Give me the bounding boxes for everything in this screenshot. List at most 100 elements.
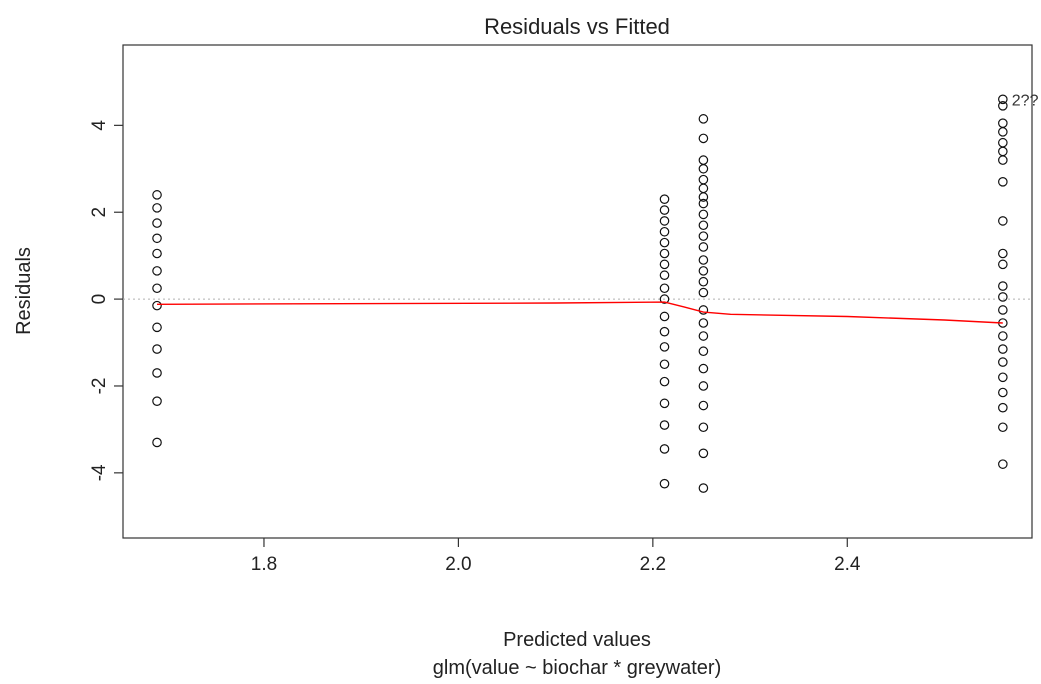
data-point [152, 218, 162, 228]
x-tick-label: 1.8 [251, 554, 277, 575]
data-point [659, 283, 670, 294]
data-point [659, 216, 670, 226]
data-point [152, 233, 162, 244]
data-point [659, 270, 670, 281]
data-point [998, 387, 1008, 398]
data-point [659, 376, 670, 387]
data-point [998, 118, 1008, 128]
data-point [659, 194, 670, 204]
data-point [659, 311, 670, 322]
data-point [659, 444, 670, 454]
data-point [698, 346, 709, 357]
data-point [698, 483, 709, 493]
data-point [998, 292, 1008, 302]
y-axis: -4 -2 0 2 4 [89, 120, 123, 481]
data-point [698, 266, 709, 276]
data-point [152, 322, 162, 333]
data-point [998, 146, 1008, 157]
data-point [998, 331, 1008, 341]
y-tick-label: -4 [89, 464, 110, 481]
x-tick-label: 2.4 [834, 554, 861, 575]
x-axis-sublabel: glm(value ~ biochar * greywater) [433, 657, 721, 679]
smooth-line [156, 301, 1003, 324]
data-point [698, 242, 709, 252]
chart-title: Residuals vs Fitted [484, 14, 670, 39]
data-point [698, 133, 709, 144]
data-point [698, 318, 709, 328]
x-tick-label: 2.2 [640, 554, 666, 575]
data-point [698, 276, 709, 287]
data-point [659, 259, 670, 270]
data-point [698, 363, 709, 374]
data-point [659, 420, 670, 430]
data-point [998, 101, 1008, 111]
data-point [998, 344, 1008, 354]
data-point [152, 368, 162, 378]
data-point [659, 226, 670, 237]
data-point [998, 94, 1008, 105]
data-point [152, 283, 162, 294]
data-point [152, 300, 162, 311]
data-point [659, 294, 670, 304]
data-point [998, 281, 1008, 291]
y-tick-label: 0 [89, 294, 110, 305]
data-point [698, 422, 709, 433]
y-tick-label: 4 [89, 120, 110, 131]
data-point [152, 396, 162, 406]
data-point [998, 357, 1008, 367]
data-point [698, 287, 709, 298]
data-point [698, 114, 709, 124]
point-annotation: 2?? [1012, 92, 1039, 109]
data-point [698, 231, 709, 241]
data-point [698, 192, 709, 202]
data-point [698, 448, 709, 459]
data-point [698, 183, 709, 194]
data-point [659, 248, 670, 259]
data-point [998, 305, 1008, 315]
data-point [698, 255, 709, 265]
data-point [998, 127, 1008, 137]
data-point [659, 205, 670, 215]
y-tick-label: -2 [89, 378, 110, 395]
y-tick-label: 2 [89, 207, 110, 218]
data-point [998, 422, 1008, 433]
data-point [659, 398, 670, 409]
data-point [998, 248, 1008, 259]
data-point [698, 163, 709, 174]
data-point [998, 216, 1008, 226]
data-point [659, 237, 670, 248]
data-point [698, 381, 709, 391]
plot-area: 2?? [122, 44, 1039, 539]
data-point [698, 400, 709, 411]
data-point [152, 344, 162, 354]
plot-border [122, 44, 1033, 539]
data-point [659, 478, 670, 489]
data-point [998, 372, 1008, 383]
data-point [698, 305, 709, 315]
data-point [152, 248, 162, 259]
data-point [152, 203, 162, 213]
data-point [698, 174, 709, 185]
data-point [698, 220, 709, 231]
data-point [659, 342, 670, 352]
data-point [998, 155, 1008, 165]
x-axis: 1.8 2.0 2.2 2.4 [251, 538, 861, 575]
data-point [998, 402, 1008, 413]
data-point [152, 266, 162, 276]
data-point [998, 137, 1008, 148]
data-point [698, 209, 709, 220]
data-point [152, 190, 162, 200]
data-point [998, 177, 1008, 187]
y-axis-label: Residuals [13, 247, 35, 335]
data-point [998, 459, 1008, 469]
data-point [659, 359, 670, 370]
data-point [698, 198, 709, 209]
data-point [152, 437, 162, 448]
data-point [698, 331, 709, 341]
x-tick-label: 2.0 [445, 554, 471, 575]
x-axis-label: Predicted values [503, 629, 651, 651]
data-point [698, 155, 709, 165]
data-point [659, 326, 670, 337]
data-point [998, 259, 1008, 270]
